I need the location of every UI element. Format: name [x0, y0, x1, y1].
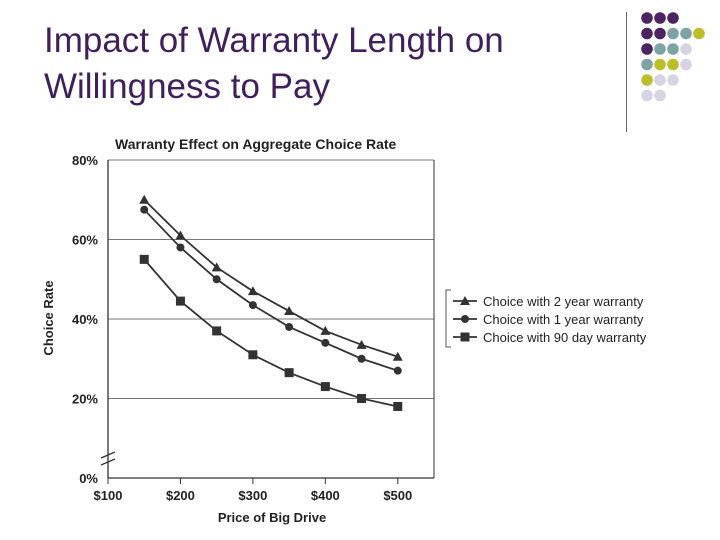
data-point	[392, 351, 403, 361]
x-tick-label: $300	[238, 488, 267, 503]
series-line	[143, 199, 399, 358]
title-divider	[626, 12, 627, 132]
x-tick-label: $500	[383, 488, 412, 503]
y-tick-label: 80%	[72, 153, 98, 168]
legend-marker	[460, 332, 470, 342]
y-tick-label: 0%	[79, 471, 98, 486]
legend-label: Choice with 2 year warranty	[483, 294, 644, 309]
chart-axes	[100, 160, 435, 484]
data-point	[320, 382, 330, 392]
data-point	[175, 296, 185, 306]
x-tick-labels: $100 $200 $300 $400 $500	[94, 488, 413, 503]
series-triangle	[139, 194, 403, 361]
data-point	[212, 275, 221, 284]
y-tick-label: 20%	[72, 392, 98, 407]
chart-gridlines	[108, 159, 434, 399]
data-point	[393, 401, 403, 411]
data-point	[356, 339, 367, 349]
chart-series	[139, 194, 403, 411]
legend-marker	[461, 315, 469, 323]
data-point	[320, 325, 331, 335]
y-axis-label: Choice Rate	[41, 280, 56, 355]
legend-bracket	[445, 289, 451, 348]
series-line	[143, 258, 398, 408]
slide-title: Impact of Warranty Length on Willingness…	[44, 21, 504, 106]
data-point	[140, 205, 149, 214]
data-point	[176, 243, 185, 252]
data-point	[139, 194, 150, 204]
series-circle	[140, 205, 402, 375]
y-tick-label: 40%	[72, 312, 98, 327]
legend-item: Choice with 1 year warranty	[453, 312, 644, 327]
legend-item: Choice with 90 day warranty	[453, 330, 647, 345]
series-square	[139, 254, 403, 411]
y-tick-labels: 0% 20% 40% 60% 80%	[72, 153, 98, 486]
x-axis-label: Price of Big Drive	[218, 510, 326, 525]
legend-label: Choice with 90 day warranty	[483, 330, 647, 345]
data-point	[285, 322, 294, 331]
chart-title: Warranty Effect on Aggregate Choice Rate	[115, 136, 397, 152]
series-line	[143, 209, 399, 372]
axis-break-marker	[100, 451, 116, 466]
legend-label: Choice with 1 year warranty	[483, 312, 644, 327]
data-point	[211, 262, 222, 272]
data-point	[284, 368, 294, 378]
data-point	[357, 394, 367, 403]
data-point	[175, 230, 186, 240]
data-point	[248, 350, 258, 360]
x-tick-label: $200	[166, 488, 195, 503]
data-point	[284, 306, 295, 316]
x-tick-label: $400	[311, 488, 340, 503]
data-point	[321, 338, 330, 347]
y-tick-label: 60%	[72, 233, 98, 248]
legend-marker	[460, 296, 470, 305]
x-tick-label: $100	[94, 488, 123, 503]
data-point	[212, 326, 222, 336]
data-point	[357, 354, 366, 363]
data-point	[248, 301, 257, 310]
legend-item: Choice with 2 year warranty	[453, 294, 644, 309]
data-point	[139, 254, 149, 264]
data-point	[393, 366, 402, 375]
chart-legend: Choice with 2 year warranty Choice with 1…	[445, 289, 647, 348]
data-point	[247, 286, 258, 296]
